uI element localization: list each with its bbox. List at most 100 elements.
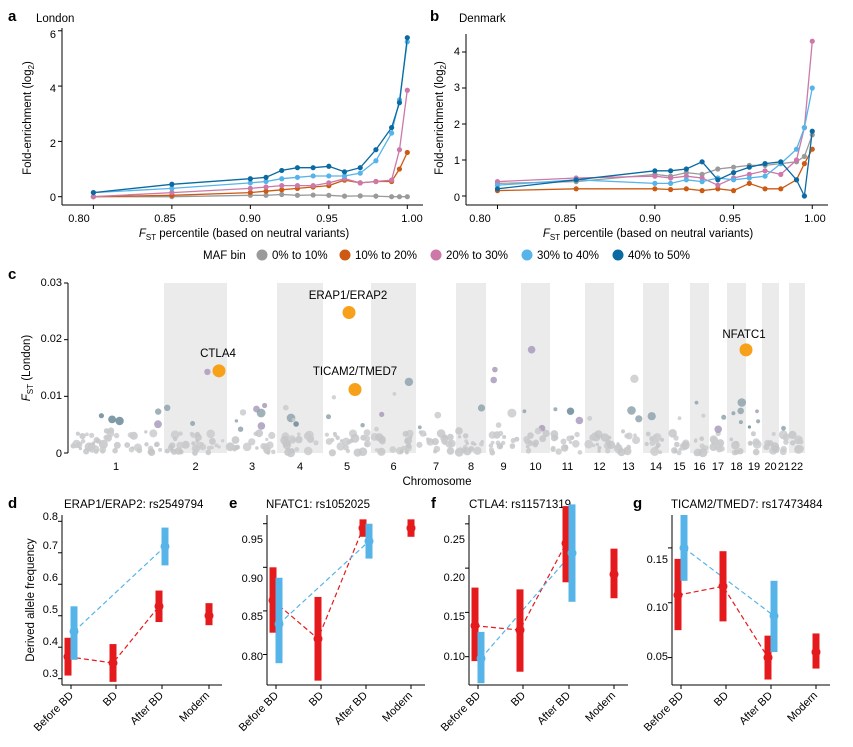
panel-a-series-point	[169, 181, 175, 187]
snp-point	[214, 443, 219, 448]
snp-point	[714, 441, 722, 450]
snp-point	[154, 420, 162, 429]
snp-point	[597, 445, 602, 450]
panel-a-ytick: 6	[50, 29, 56, 41]
snp-point	[353, 448, 362, 457]
panel-a-series-point	[169, 189, 175, 196]
snp-point	[463, 433, 469, 439]
panel-b-series-point	[746, 164, 752, 170]
snp-point	[115, 416, 124, 426]
snp-point	[701, 413, 706, 418]
panel-a-series-point	[310, 165, 316, 171]
snp-point	[113, 441, 121, 449]
panel-b-series-point	[494, 182, 501, 188]
panel-b-plot-area	[462, 34, 828, 209]
panel-d-erap: d ERAP1/ERAP2: rs2549794 0.3 0.4 0.5 0.6…	[8, 495, 222, 734]
panel-e-xtick: After BD	[332, 690, 370, 728]
panel-b-series-point	[793, 146, 800, 152]
snp-point	[232, 447, 237, 452]
panel-d-xtick: Modern	[177, 690, 212, 725]
snp-point	[779, 448, 787, 456]
legend-entry: 20% to 30%	[446, 250, 508, 262]
snp-point	[591, 443, 596, 448]
panel-b-series-point	[652, 186, 658, 192]
panel-e-plot-area	[263, 515, 425, 689]
snp-point	[262, 402, 268, 409]
panel-b-xtick: 0.90	[639, 213, 660, 225]
snp-point	[584, 439, 593, 449]
panel-a-series-point	[341, 169, 348, 175]
snp-point	[568, 440, 573, 444]
panel-a-plot-area	[58, 28, 423, 209]
panel-b-series-point	[730, 177, 737, 183]
panel-a-series-point	[263, 192, 269, 198]
panel-a-series-point	[310, 183, 316, 189]
panel-b-y-axis-label: Fold-enrichment (log2)	[434, 61, 448, 175]
panel-b-series-point	[793, 177, 800, 183]
snp-point	[289, 437, 296, 444]
snp-point	[624, 433, 630, 439]
panel-b-series-point	[668, 175, 674, 181]
panel-a-series-point	[263, 174, 269, 180]
snp-point	[577, 450, 583, 455]
highlighted-gene-point	[348, 383, 362, 397]
panel-c-ytick: 0.03	[41, 277, 62, 289]
chromosome-label: 3	[249, 461, 255, 473]
panel-e-london-point	[406, 523, 416, 533]
panel-g-london-point	[673, 590, 683, 600]
snp-point	[399, 449, 404, 454]
chromosome-label: 5	[344, 461, 350, 473]
snp-point	[767, 440, 774, 447]
gene-label-erap: ERAP1/ERAP2	[309, 290, 388, 302]
legend-entry: 30% to 40%	[537, 250, 599, 262]
snp-point	[635, 415, 643, 423]
snp-point	[721, 414, 727, 420]
panel-a-series-point	[247, 185, 253, 192]
snp-point	[488, 431, 497, 439]
chromosome-band	[521, 283, 550, 453]
snp-point	[248, 438, 256, 446]
snp-point	[527, 345, 536, 354]
panel-e-denmark-point	[364, 536, 374, 546]
snp-point	[490, 376, 498, 384]
panel-a-series-point	[341, 193, 348, 199]
gene-label-nfatc1: NFATC1	[722, 329, 765, 341]
panel-f-xtick: After BD	[535, 690, 573, 728]
snp-point	[265, 437, 269, 441]
panel-g-xtick: Before BD	[642, 690, 686, 734]
panel-c-plot-area	[64, 282, 805, 458]
snp-point	[256, 408, 266, 418]
snp-point	[731, 411, 736, 416]
panel-f-xtick: BD	[509, 690, 528, 709]
panel-a-series-point	[279, 176, 285, 182]
snp-point	[632, 436, 641, 445]
panel-a-series-point	[326, 173, 332, 179]
panel-d-x-ticks: Before BD BD After BD Modern	[32, 690, 212, 734]
snp-point	[92, 441, 96, 445]
panel-d-xtick: After BD	[128, 690, 166, 728]
panel-f-denmark-line	[480, 552, 573, 659]
panel-b-xtick: 0.85	[554, 213, 575, 225]
panel-b-series-point	[699, 179, 705, 185]
panel-b-xtick: 1.00	[804, 213, 825, 225]
panel-b-series-point	[730, 188, 737, 194]
panel-f-ytick: 0.20	[444, 572, 465, 584]
snp-point	[738, 420, 743, 425]
legend-swatch-maf-40-50	[612, 249, 624, 261]
panel-f-denmark-point	[567, 548, 577, 558]
panel-e-label: e	[229, 495, 237, 512]
panel-b-ytick: 1	[454, 155, 460, 167]
panel-b-series-point	[778, 186, 784, 192]
panel-a-series-point	[310, 192, 316, 198]
snp-point	[239, 409, 247, 416]
panel-e-title: NFATC1: rs1052025	[266, 499, 370, 511]
panel-f-x-ticks: Before BD BD After BD Modern	[439, 690, 618, 734]
snp-point	[473, 446, 482, 455]
gene-label-ctla4: CTLA4	[200, 348, 236, 360]
snp-point	[405, 450, 409, 455]
chromosome-label: 21	[778, 461, 790, 473]
panel-b-ytick: 4	[454, 46, 460, 58]
snp-point	[416, 441, 423, 448]
snp-point	[291, 418, 296, 422]
panel-a-xtick: 1.00	[401, 213, 422, 225]
